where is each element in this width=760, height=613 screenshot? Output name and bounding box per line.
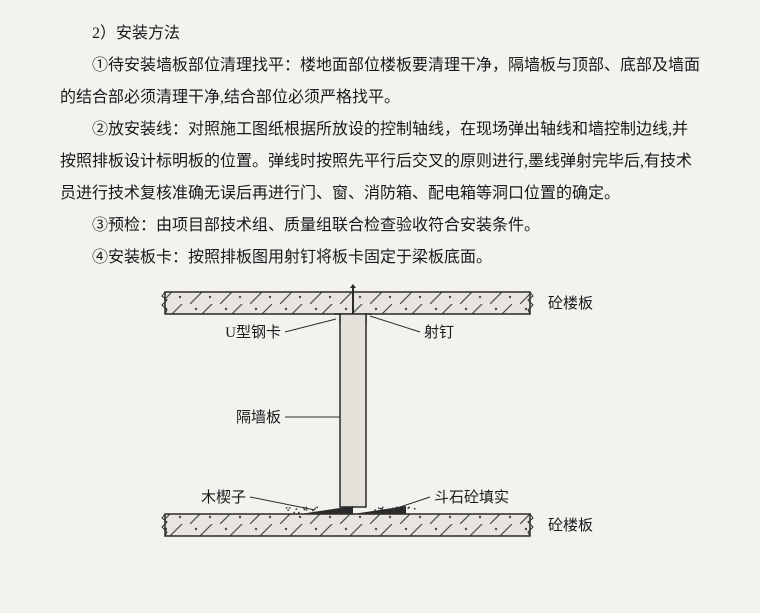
label-wall-panel: 隔墙板 (236, 408, 281, 426)
paragraph-2: ②放安装线：对照施工图纸根据所放设的控制轴线，在现场弹出轴线和墙控制边线,并按照… (60, 114, 700, 210)
paragraph-3: ③预检：由项目部技术组、质量组联合检查验收符合安装条件。 (60, 210, 700, 242)
u-clip-right (366, 314, 372, 324)
label-bottom-slab: 砼楼板 (548, 516, 593, 534)
label-nail: 射钉 (424, 324, 454, 341)
label-fill: 斗石砼填实 (434, 489, 509, 506)
installation-diagram: 砼楼板U型钢卡射钉隔墙板木楔子斗石砼填实砼楼板 (130, 282, 630, 542)
label-wedge: 木楔子 (201, 489, 246, 506)
wall-panel (340, 314, 366, 507)
bottom-slab (165, 514, 530, 536)
paragraph-4: ④安装板卡：按照排板图用射钉将板卡固定于梁板底面。 (60, 242, 700, 274)
paragraph-1: ①待安装墙板部位清理找平：楼地面部位楼板要清理干净，隔墙板与顶部、底部及墙面的结… (60, 50, 700, 114)
document-page: 2）安装方法 ①待安装墙板部位清理找平：楼地面部位楼板要清理干净，隔墙板与顶部、… (0, 0, 760, 542)
label-top-slab: 砼楼板 (548, 294, 593, 312)
top-slab (165, 292, 530, 314)
heading: 2）安装方法 (60, 18, 700, 50)
label-u-clip: U型钢卡 (225, 324, 281, 341)
wedge-left (300, 506, 353, 514)
